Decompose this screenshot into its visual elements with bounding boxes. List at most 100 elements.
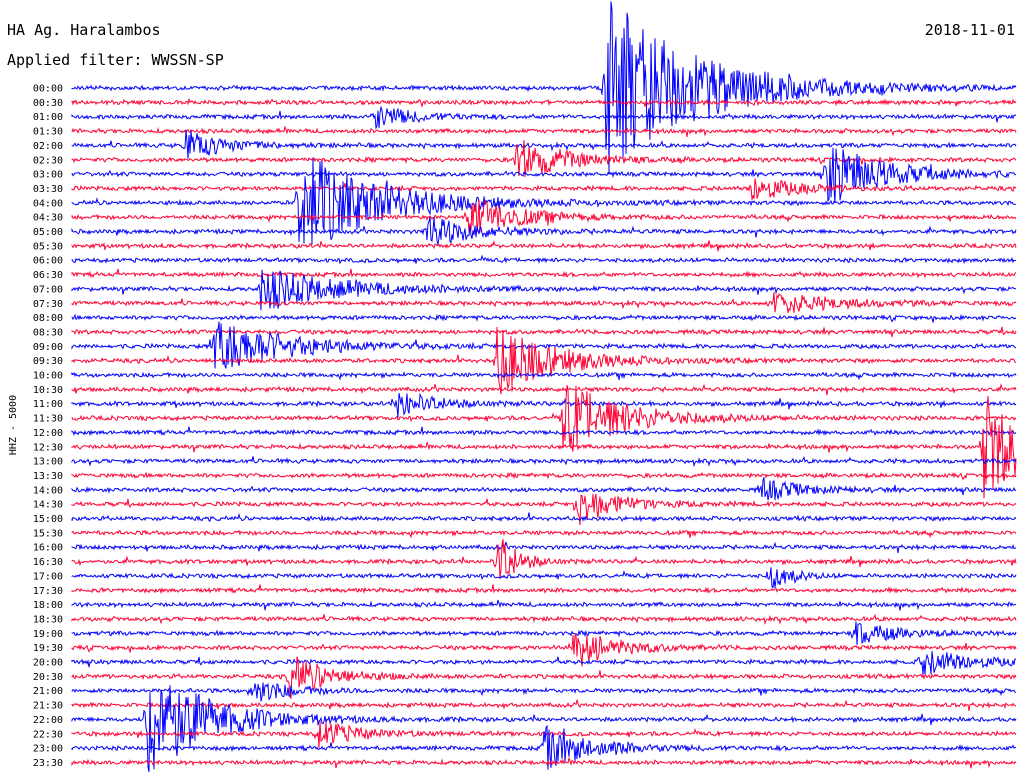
trace-0730 — [71, 292, 1017, 314]
trace-0600 — [71, 254, 1017, 265]
trace-2030 — [71, 656, 1017, 699]
trace-0630 — [71, 268, 1017, 279]
tick-label-0700: 07:00 — [33, 284, 63, 295]
tick-label-1600: 16:00 — [33, 543, 63, 554]
trace-1000 — [71, 371, 1017, 381]
trace-1330 — [71, 471, 1017, 481]
tick-label-0530: 05:30 — [33, 241, 63, 252]
trace-0530 — [71, 240, 1017, 252]
trace-1200 — [71, 426, 1017, 437]
trace-0430 — [71, 199, 1017, 233]
tick-label-0600: 06:00 — [33, 256, 63, 267]
trace-0900 — [71, 321, 1017, 369]
tick-label-0100: 01:00 — [33, 112, 63, 123]
trace-1300 — [71, 455, 1017, 468]
tick-label-0030: 00:30 — [33, 98, 63, 109]
tick-label-0900: 09:00 — [33, 342, 63, 353]
trace-2100 — [71, 682, 1017, 702]
tick-label-1030: 10:30 — [33, 385, 63, 396]
tick-label-0130: 01:30 — [33, 127, 63, 138]
tick-label-1130: 11:30 — [33, 414, 63, 425]
trace-1100 — [71, 392, 1017, 418]
tick-label-2130: 21:30 — [33, 701, 63, 712]
trace-1430 — [71, 493, 1017, 526]
tick-label-0300: 03:00 — [33, 170, 63, 181]
station-title: HA Ag. Haralambos — [7, 21, 161, 39]
trace-0830 — [71, 326, 1017, 338]
trace-1400 — [71, 477, 1017, 501]
trace-0700 — [71, 269, 1017, 311]
tick-label-0430: 04:30 — [33, 213, 63, 224]
tick-label-2230: 22:30 — [33, 729, 63, 740]
plot-date: 2018-11-01 — [924, 21, 1015, 39]
trace-1830 — [71, 613, 1017, 626]
trace-2300 — [71, 724, 1016, 770]
tick-label-1500: 15:00 — [33, 514, 63, 525]
trace-1630 — [71, 539, 1017, 579]
tick-label-1400: 14:00 — [33, 485, 63, 496]
tick-label-1330: 13:30 — [33, 471, 63, 482]
tick-label-0000: 00:00 — [33, 84, 63, 95]
tick-label-0630: 06:30 — [33, 270, 63, 281]
trace-0100 — [71, 105, 1017, 130]
trace-1230 — [71, 395, 1017, 499]
tick-label-2300: 23:00 — [33, 744, 63, 755]
time-tick-labels: 00:00 00:30 01:00 01:30 02:00 02:30 03:00 03:30… — [33, 84, 63, 769]
tick-label-1930: 19:30 — [33, 643, 63, 654]
tick-label-0500: 05:00 — [33, 227, 63, 238]
trace-1500 — [71, 512, 1017, 523]
tick-label-1100: 11:00 — [33, 399, 63, 410]
tick-label-1300: 13:00 — [33, 457, 63, 468]
tick-label-1900: 19:00 — [33, 629, 63, 640]
trace-2130 — [71, 699, 1017, 711]
trace-1600 — [71, 541, 1017, 554]
trace-1730 — [71, 584, 1017, 595]
tick-label-0230: 02:30 — [33, 155, 63, 166]
tick-label-0800: 08:00 — [33, 313, 63, 324]
seismic-traces — [71, 1, 1017, 772]
trace-0500 — [71, 216, 1017, 245]
trace-1900 — [71, 621, 1017, 645]
tick-label-1630: 16:30 — [33, 557, 63, 568]
tick-label-1000: 10:00 — [33, 371, 63, 382]
trace-1130 — [71, 385, 1017, 452]
tick-label-1230: 12:30 — [33, 442, 63, 453]
tick-label-2000: 20:00 — [33, 658, 63, 669]
tick-label-0400: 04:00 — [33, 198, 63, 209]
tick-label-2100: 21:00 — [33, 686, 63, 697]
tick-label-0730: 07:30 — [33, 299, 63, 310]
trace-0300 — [71, 147, 1017, 204]
trace-1800 — [71, 599, 1017, 611]
tick-label-1430: 14:30 — [33, 500, 63, 511]
trace-0030 — [71, 98, 1017, 107]
trace-0000 — [71, 1, 1017, 175]
tick-label-1730: 17:30 — [33, 586, 63, 597]
trace-0930 — [71, 326, 1017, 395]
trace-0130 — [71, 126, 1017, 137]
trace-2000 — [71, 651, 1017, 676]
trace-0400 — [71, 157, 1016, 245]
tick-label-0330: 03:30 — [33, 184, 63, 195]
channel-label: HHZ - 5000 — [8, 395, 19, 455]
tick-label-1800: 18:00 — [33, 600, 63, 611]
tick-label-0830: 08:30 — [33, 327, 63, 338]
tick-label-0930: 09:30 — [33, 356, 63, 367]
tick-label-2330: 23:30 — [33, 758, 63, 769]
tick-label-1530: 15:30 — [33, 528, 63, 539]
trace-1930 — [71, 632, 1017, 667]
trace-1030 — [71, 383, 1017, 396]
trace-1700 — [71, 567, 1017, 589]
tick-label-2200: 22:00 — [33, 715, 63, 726]
filter-subtitle: Applied filter: WWSSN-SP — [7, 51, 224, 69]
trace-1530 — [71, 529, 1017, 539]
trace-2200 — [71, 685, 1017, 772]
trace-0330 — [71, 178, 1017, 200]
trace-2330 — [71, 757, 1017, 769]
tick-label-0200: 02:00 — [33, 141, 63, 152]
tick-label-1200: 12:00 — [33, 428, 63, 439]
tick-label-1830: 18:30 — [33, 614, 63, 625]
tick-label-2030: 20:30 — [33, 672, 63, 683]
trace-0200 — [71, 129, 1017, 159]
trace-0800 — [71, 313, 1017, 323]
